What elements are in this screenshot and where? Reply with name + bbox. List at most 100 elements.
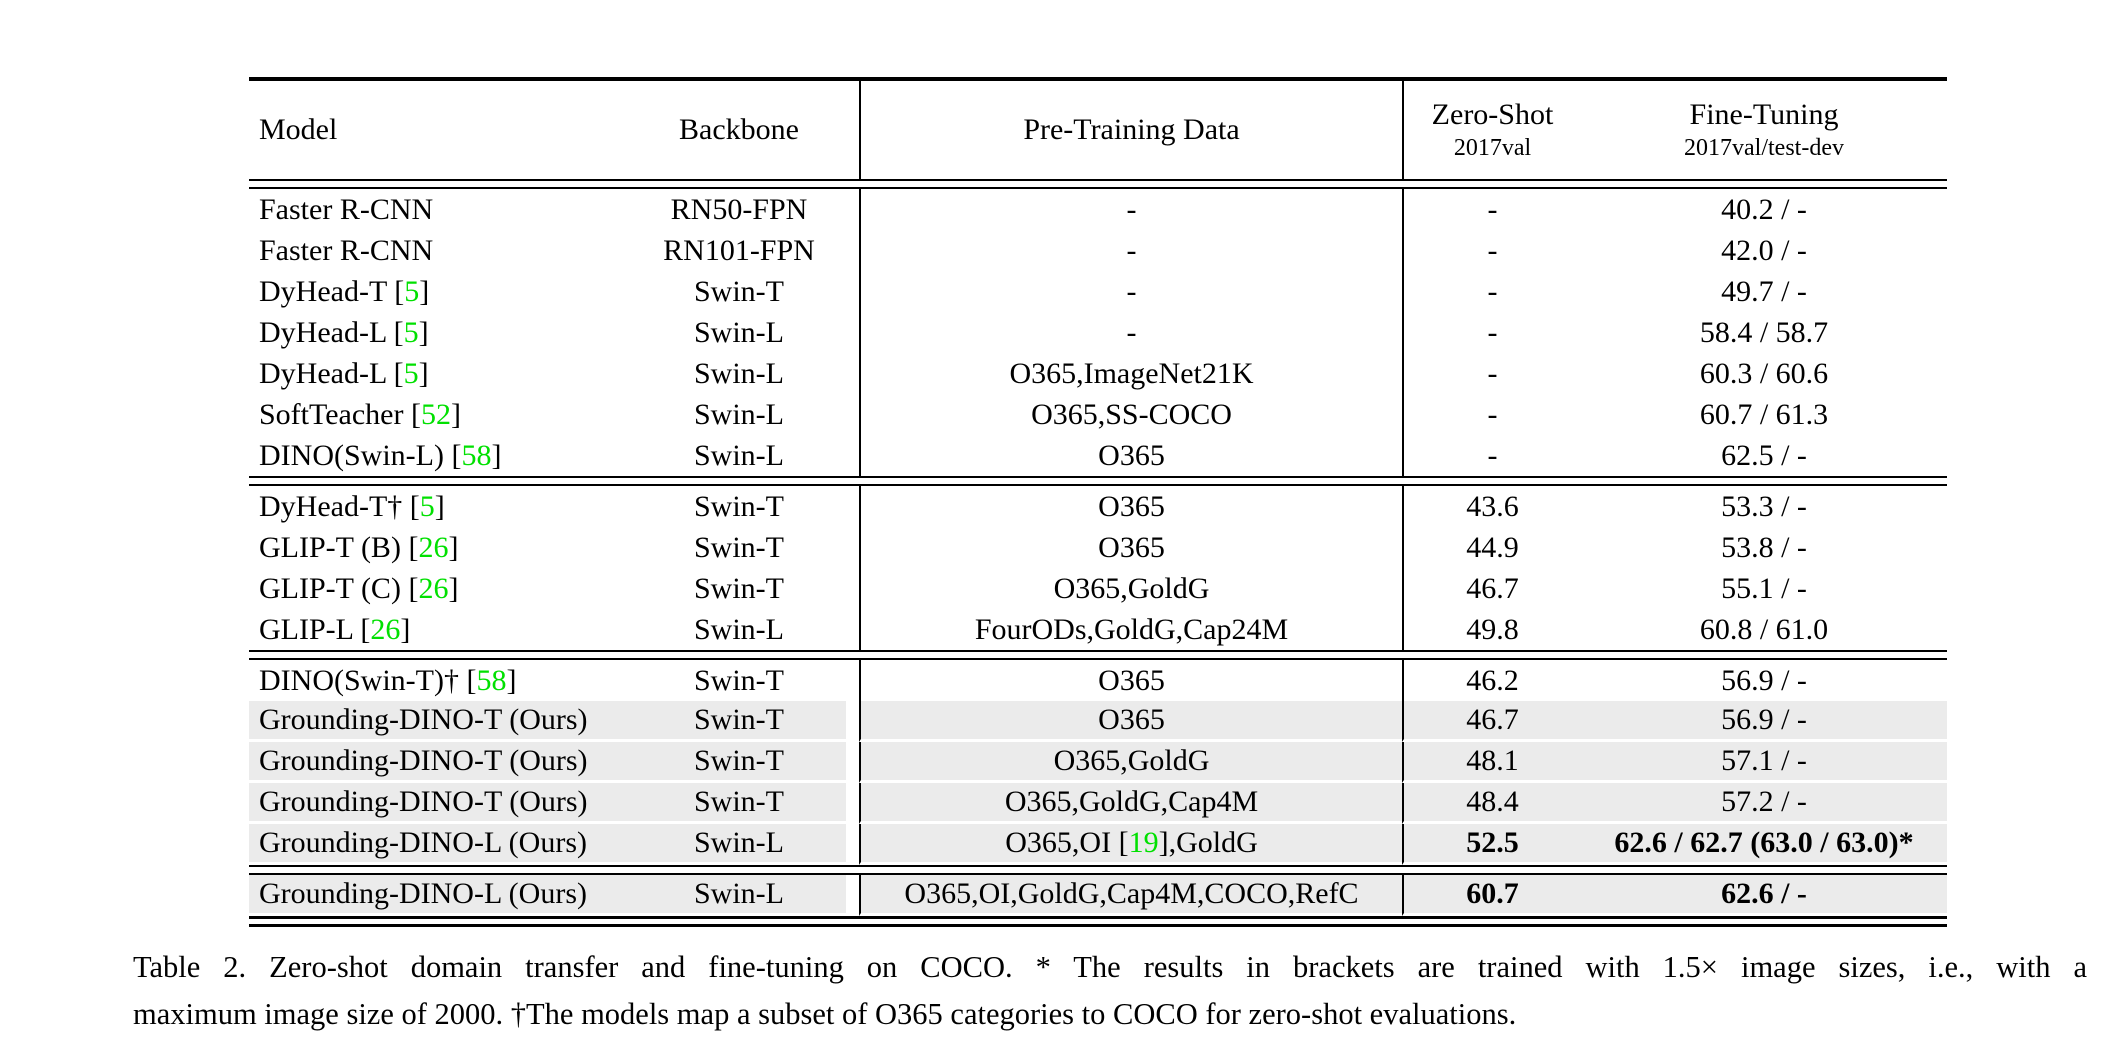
table-row: SoftTeacher [52] Swin-L O365,SS-COCO - 60.7 … (249, 394, 1947, 435)
cell-pretrain-data: O365 (859, 660, 1402, 701)
cell-pretrain-data: - (859, 230, 1402, 271)
table-row: Faster R-CNN RN101-FPN - - 42.0 / - (249, 230, 1947, 271)
cell-fine-tune: 62.5 / - (1721, 438, 1807, 472)
cell-fine-tune: 62.6 / 62.7 (63.0 / 63.0)* (1581, 824, 1947, 865)
cell-model: Grounding-DINO-L (Ours) (249, 824, 619, 865)
cell-model: DyHead-T [5] (259, 274, 430, 308)
table-row: Grounding-DINO-T (Ours) Swin-T O365,GoldG 4… (249, 742, 1947, 783)
cell-backbone: Swin-T (619, 742, 859, 783)
model-name: Grounding-DINO-T (Ours) (259, 744, 588, 777)
cell-pretrain-data: O365,OI [19],GoldG (859, 824, 1402, 865)
cell-fine-tune: 53.3 / - (1721, 489, 1807, 523)
cell-fine-tune: 60.8 / 61.0 (1699, 612, 1829, 646)
model-name: DINO(Swin-T)† (259, 663, 459, 697)
table-row: GLIP-T (B) [26] Swin-T O365 44.9 53.8 / - (249, 527, 1947, 568)
pretrain-text: ],GoldG (1158, 826, 1258, 859)
table-row: DINO(Swin-T)† [58] Swin-T O365 46.2 56.9 / - (249, 660, 1947, 701)
cell-model: DyHead-L [5] (259, 315, 429, 349)
cell-pretrain-data: - (859, 189, 1402, 230)
cell-zero-shot: 43.6 (1402, 486, 1581, 527)
cell-zero-shot: 60.7 (1402, 875, 1581, 916)
cell-fine-tune: 40.2 / - (1721, 192, 1807, 226)
cell-zero-shot: - (1402, 230, 1581, 271)
cell-model: Grounding-DINO-L (Ours) (249, 875, 619, 916)
pretrain-text: O365 (1098, 489, 1165, 523)
table-row: GLIP-T (C) [26] Swin-T O365,GoldG 46.7 55.1 … (249, 568, 1947, 609)
cell-zero-shot: - (1402, 394, 1581, 435)
table-row: DyHead-T [5] Swin-T - - 49.7 / - (249, 271, 1947, 312)
pretrain-text: O365 (1098, 663, 1165, 697)
cell-zero-shot: 46.2 (1402, 660, 1581, 701)
citation-number: 5 (403, 315, 419, 349)
pretrain-text: - (1126, 233, 1137, 267)
cell-backbone: Swin-T (619, 783, 859, 824)
table-row: Grounding-DINO-L (Ours) Swin-L O365,OI [19… (249, 824, 1947, 865)
citation-number: 58 (476, 663, 507, 697)
header-row: Model Backbone Pre-Training Data Zero-Sh… (249, 77, 1947, 179)
model-name: Grounding-DINO-L (Ours) (259, 826, 587, 859)
rule-line (249, 476, 1947, 486)
cell-backbone: RN101-FPN (663, 233, 815, 267)
cell-fine-tune: 42.0 / - (1721, 233, 1807, 267)
pretrain-text: O365 (1098, 438, 1165, 472)
table-container: Model Backbone Pre-Training Data Zero-Sh… (249, 77, 1947, 927)
pretrain-text: - (1126, 274, 1137, 308)
citation-number: 26 (418, 571, 449, 605)
section-rule (249, 650, 1947, 660)
rule-line (249, 865, 1947, 875)
cell-backbone: Swin-L (694, 397, 784, 431)
pretrain-text: O365,OI,GoldG,Cap4M,COCO,RefC (904, 877, 1359, 910)
cell-model: DINO(Swin-T)† [58] (259, 663, 517, 697)
citation-number: 52 (421, 397, 451, 431)
table-row: DyHead-L [5] Swin-L O365,ImageNet21K - 60.3 … (249, 353, 1947, 394)
model-name: Grounding-DINO-T (Ours) (259, 703, 588, 736)
rule-line (249, 916, 1947, 927)
column-header-pretrain-data: Pre-Training Data (859, 77, 1402, 179)
table-row: Faster R-CNN RN50-FPN - - 40.2 / - (249, 189, 1947, 230)
cell-zero-shot: 46.7 (1402, 701, 1581, 742)
cell-backbone: Swin-T (694, 489, 784, 523)
table-caption: Table 2. Zero-shot domain transfer and f… (133, 944, 2087, 1038)
cell-backbone: Swin-L (694, 356, 784, 390)
cell-zero-shot: 48.1 (1402, 742, 1581, 783)
pretrain-text: O365,GoldG (1053, 744, 1210, 777)
cell-zero-shot: 49.8 (1402, 609, 1581, 650)
cell-backbone: Swin-T (619, 701, 859, 742)
cell-fine-tune: 56.9 / - (1721, 663, 1807, 697)
citation-number: 58 (461, 438, 492, 472)
cell-pretrain-data: O365 (859, 701, 1402, 742)
model-name: Grounding-DINO-L (Ours) (259, 877, 587, 910)
cell-model: GLIP-L [26] (259, 612, 411, 646)
cell-zero-shot: 44.9 (1402, 527, 1581, 568)
cell-pretrain-data: FourODs,GoldG,Cap24M (859, 609, 1402, 650)
cell-zero-shot: - (1402, 353, 1581, 394)
cell-backbone: Swin-L (619, 824, 859, 865)
pretrain-text: O365,SS-COCO (1031, 397, 1232, 431)
citation-number: 5 (419, 489, 435, 523)
cell-model: Grounding-DINO-T (Ours) (249, 783, 619, 824)
cell-fine-tune: 56.9 / - (1581, 701, 1947, 742)
pretrain-text: O365 (1098, 703, 1165, 736)
cell-zero-shot: - (1402, 189, 1581, 230)
fine-tuning-subtitle: 2017val/test-dev (1684, 135, 1844, 161)
cell-model: GLIP-T (B) [26] (259, 530, 459, 564)
table-row: Grounding-DINO-T (Ours) Swin-T O365,GoldG,… (249, 783, 1947, 824)
cell-zero-shot: 52.5 (1402, 824, 1581, 865)
cell-fine-tune: 62.6 / - (1581, 875, 1947, 916)
pretrain-text: FourODs,GoldG,Cap24M (974, 612, 1289, 646)
table-row: DyHead-T† [5] Swin-T O365 43.6 53.3 / - (249, 486, 1947, 527)
cell-backbone: Swin-L (694, 438, 784, 472)
cell-model: DyHead-L [5] (259, 356, 429, 390)
zero-shot-label: Zero-Shot (1431, 98, 1554, 131)
cell-pretrain-data: O365 (859, 435, 1402, 476)
table-row: Grounding-DINO-L (Ours) Swin-L O365,OI,Gol… (249, 875, 1947, 916)
caption-line-2: maximum image size of 2000. †The models … (133, 997, 1517, 1031)
cell-fine-tune: 57.1 / - (1581, 742, 1947, 783)
column-header-model: Model (249, 77, 619, 179)
cell-backbone: Swin-T (694, 663, 784, 697)
citation-number: 5 (403, 356, 419, 390)
cell-model: Grounding-DINO-T (Ours) (249, 742, 619, 783)
model-name: DINO(Swin-L) (259, 438, 444, 472)
section-rule (249, 476, 1947, 486)
cell-pretrain-data: O365,ImageNet21K (859, 353, 1402, 394)
